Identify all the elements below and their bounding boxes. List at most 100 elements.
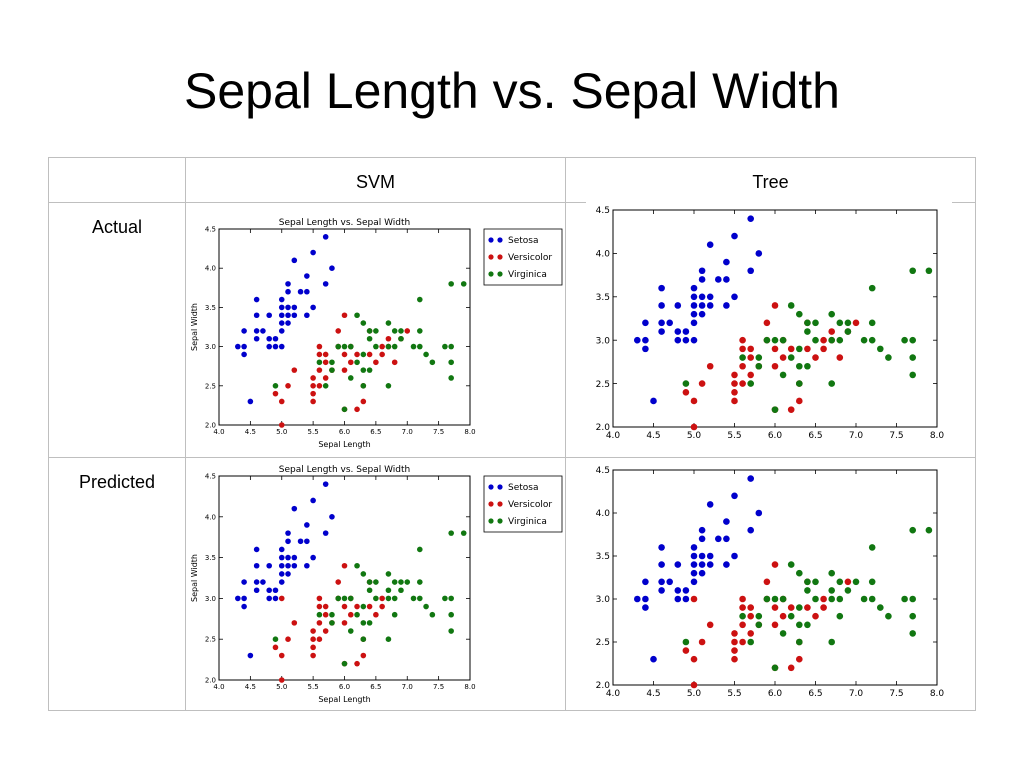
data-point: [836, 319, 844, 327]
data-point: [272, 343, 279, 350]
data-point: [316, 351, 323, 358]
x-tick-label: 8.0: [930, 431, 945, 441]
data-point: [682, 647, 690, 654]
data-point: [844, 578, 852, 586]
legend-marker: [488, 484, 494, 490]
y-axis-label: Sepal Width: [190, 303, 199, 351]
data-point: [698, 302, 706, 309]
data-point: [285, 288, 291, 295]
data-point: [253, 296, 260, 303]
data-point: [658, 578, 665, 586]
data-point: [836, 612, 844, 620]
data-point: [360, 571, 367, 577]
data-point: [297, 288, 304, 295]
data-point: [820, 345, 827, 353]
data-point: [366, 620, 373, 626]
data-point: [347, 375, 354, 381]
data-point: [347, 611, 354, 618]
data-point: [787, 345, 795, 353]
data-point: [642, 578, 649, 586]
data-point: [366, 335, 373, 342]
x-tick-label: 5.0: [276, 428, 287, 436]
x-tick-label: 7.5: [889, 431, 903, 441]
data-point: [909, 630, 916, 637]
data-point: [706, 621, 714, 629]
data-point: [291, 554, 298, 561]
data-point: [771, 595, 779, 603]
data-point: [812, 578, 819, 586]
data-point: [739, 345, 746, 353]
data-point: [310, 628, 316, 634]
data-point: [341, 351, 348, 358]
x-tick-label: 6.0: [768, 431, 783, 441]
data-point: [278, 554, 285, 561]
legend-marker: [497, 237, 503, 243]
data-point: [329, 359, 335, 366]
data-point: [391, 359, 398, 366]
data-point: [266, 335, 272, 342]
data-point: [650, 655, 657, 663]
data-point: [852, 319, 860, 327]
data-point: [316, 343, 323, 350]
data-point: [747, 371, 754, 379]
data-point: [771, 362, 779, 370]
data-point: [235, 343, 241, 350]
data-point: [417, 595, 423, 602]
data-point: [787, 604, 795, 611]
data-point: [278, 328, 285, 334]
data-point: [322, 481, 329, 487]
data-point: [901, 595, 908, 603]
data-point: [925, 526, 933, 534]
data-point: [828, 595, 835, 603]
data-point: [410, 595, 417, 602]
data-point: [366, 351, 373, 358]
data-point: [771, 336, 779, 344]
data-point: [266, 595, 272, 602]
data-point: [796, 569, 803, 577]
y-tick-label: 4.0: [596, 509, 611, 519]
data-point: [731, 630, 738, 637]
data-point: [877, 604, 884, 611]
data-point: [771, 664, 779, 672]
legend-label: Virginica: [508, 517, 547, 527]
data-point: [779, 595, 787, 603]
data-point: [868, 595, 876, 603]
x-tick-label: 4.0: [213, 428, 224, 436]
data-point: [272, 595, 279, 602]
data-point: [796, 345, 803, 353]
x-tick-label: 5.5: [308, 428, 319, 436]
data-point: [448, 281, 454, 287]
data-point: [360, 320, 367, 326]
data-point: [385, 587, 392, 594]
data-point: [771, 621, 779, 629]
data-point: [391, 343, 398, 350]
data-point: [674, 328, 682, 335]
data-point: [329, 265, 335, 271]
data-point: [341, 312, 348, 319]
tree-predicted-chart: 4.0 4.5 5.0 5.5 6.0 6.5 7.0 7.5 8.0 2.0 2.5 3.0 3.5 4…: [586, 461, 952, 709]
data-point: [674, 587, 682, 594]
data-point: [316, 595, 323, 602]
data-point: [796, 380, 803, 387]
legend-marker: [497, 484, 503, 490]
data-point: [642, 336, 649, 344]
data-point: [278, 652, 285, 659]
data-point: [706, 293, 714, 301]
data-point: [341, 406, 348, 413]
data-point: [278, 595, 285, 602]
data-point: [690, 681, 698, 689]
data-point: [417, 579, 423, 585]
x-tick-label: 8.0: [464, 428, 475, 436]
data-point: [739, 595, 746, 603]
data-point: [360, 398, 367, 405]
data-point: [385, 343, 392, 350]
data-point: [690, 423, 698, 431]
data-point: [739, 612, 746, 620]
data-point: [341, 620, 348, 626]
data-point: [690, 655, 698, 663]
data-point: [909, 336, 916, 344]
data-point: [379, 603, 385, 610]
x-tick-label: 7.5: [889, 689, 903, 699]
data-point: [304, 273, 310, 279]
data-point: [739, 336, 746, 344]
